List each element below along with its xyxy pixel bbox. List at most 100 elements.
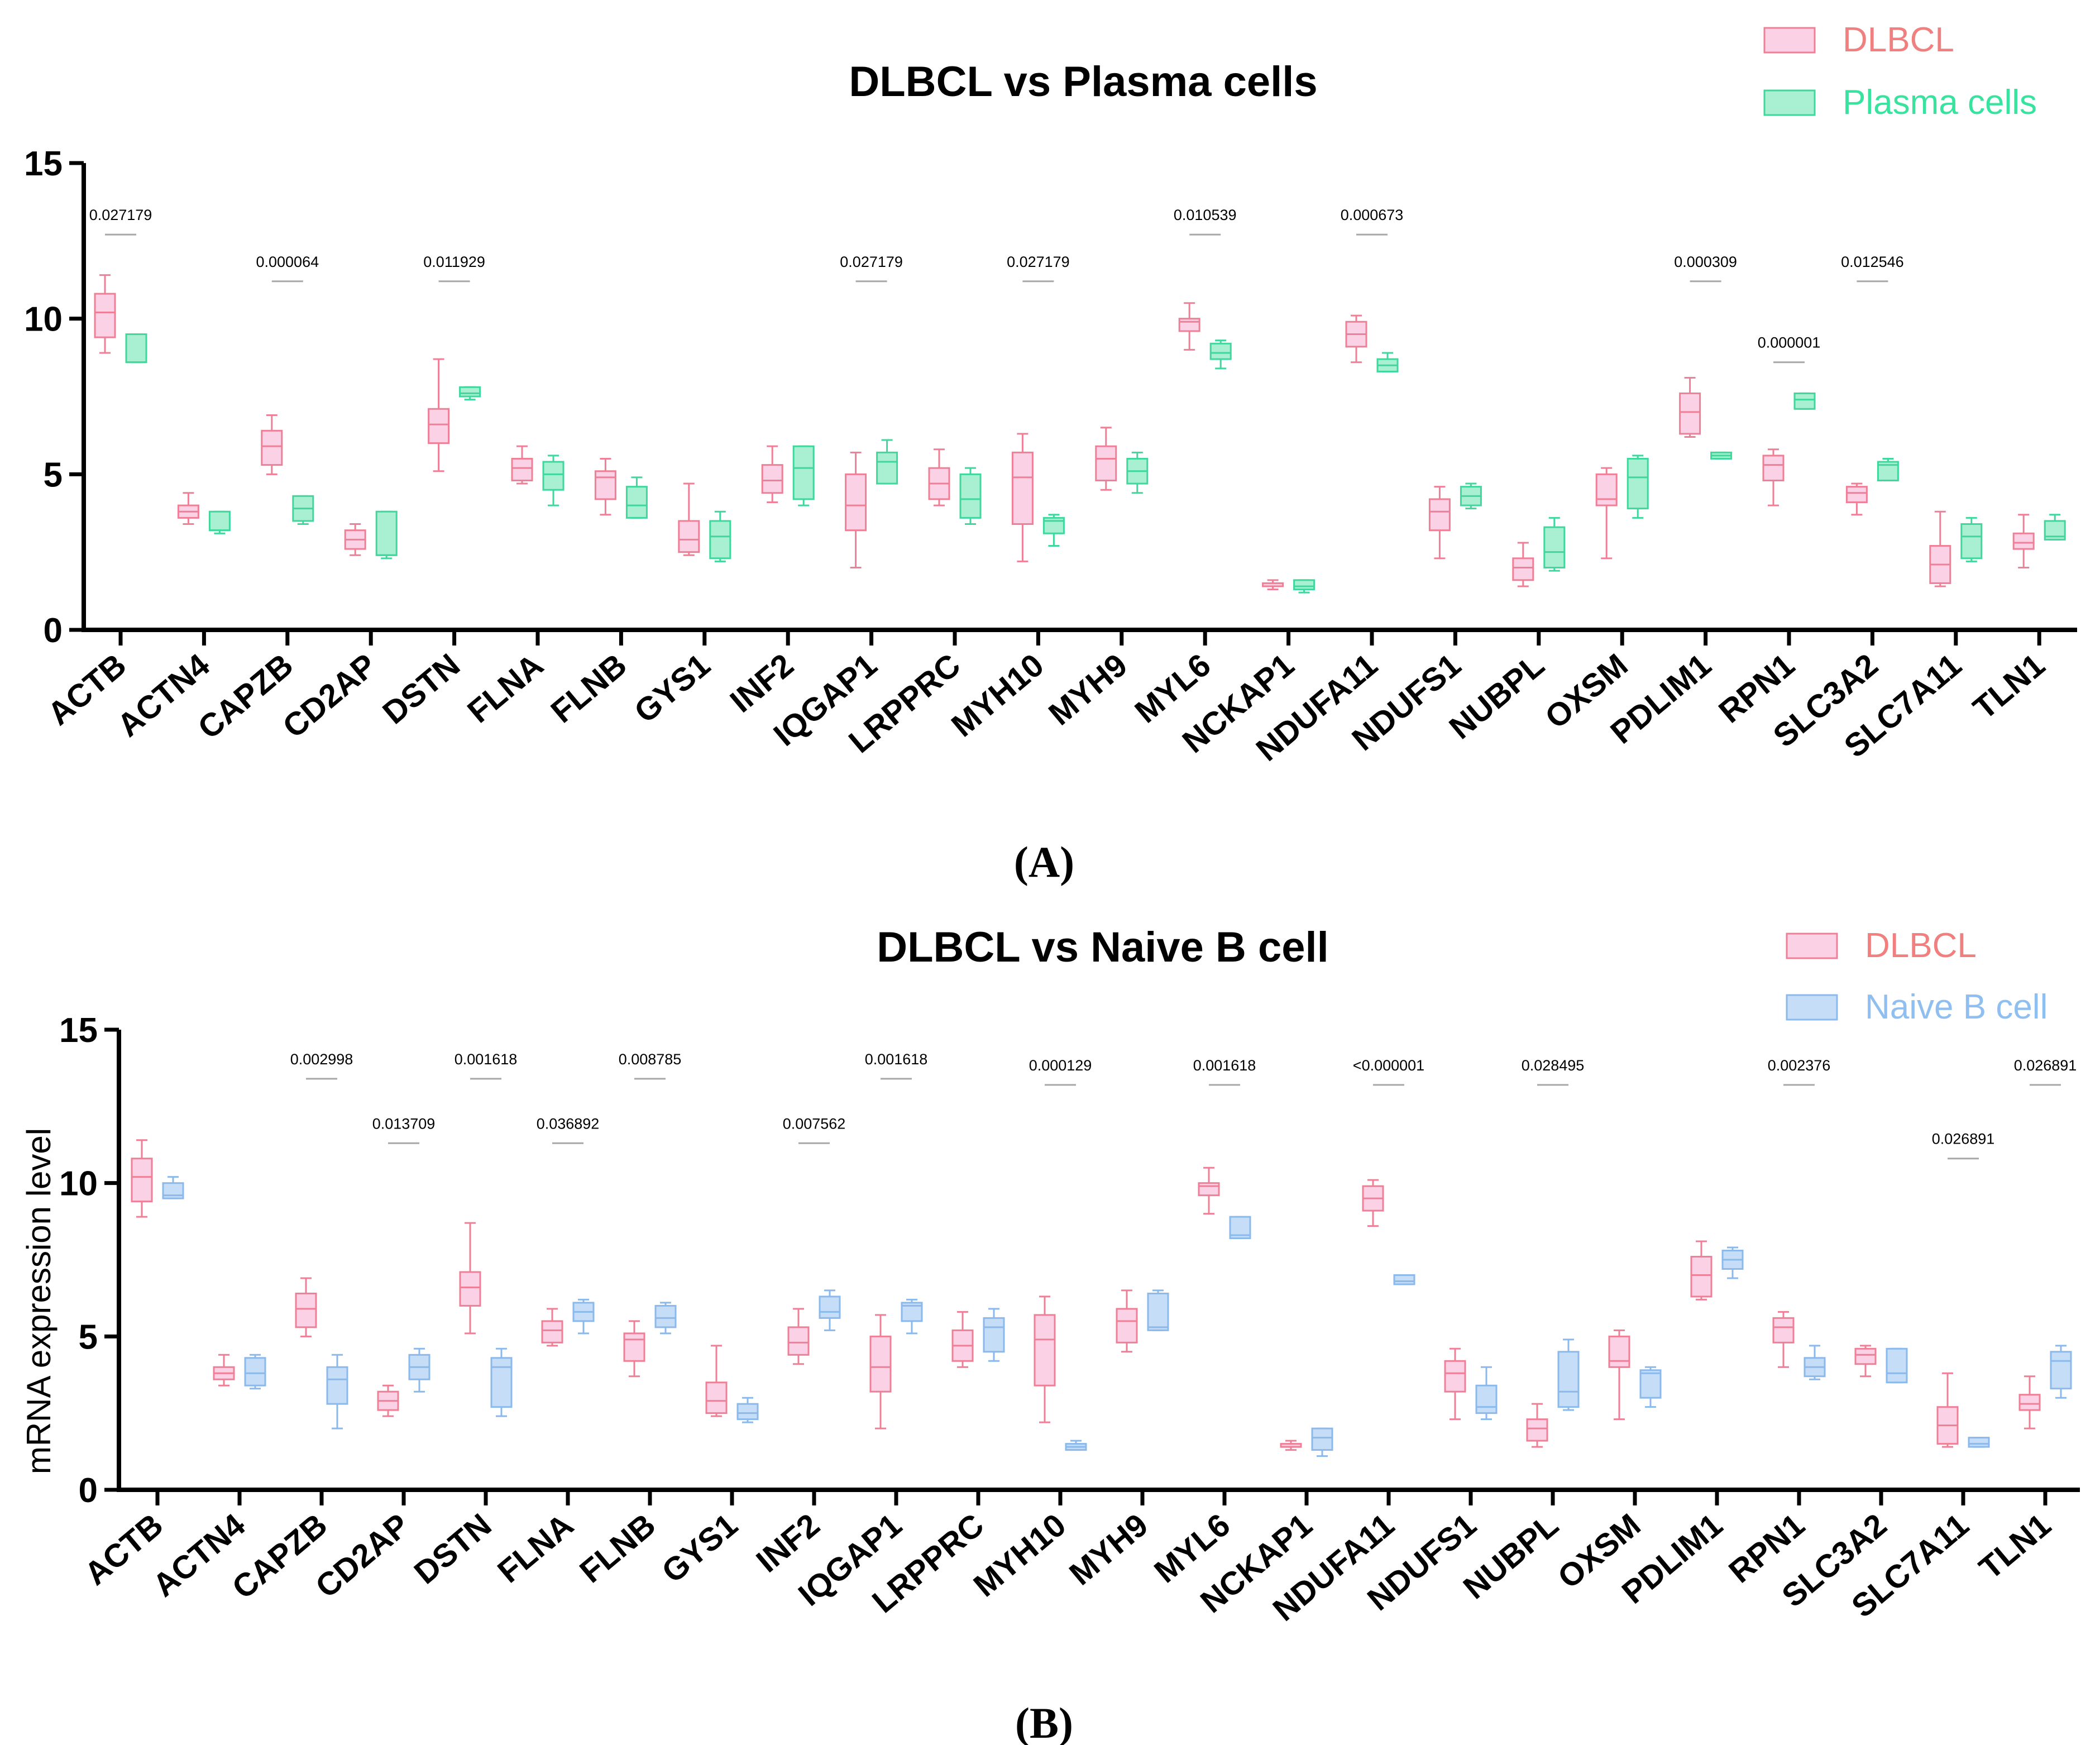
panel-a-box-control-capzb <box>292 495 314 525</box>
panel-a-box-dlbcl-inf2 <box>761 445 783 503</box>
panel-b-box-dlbcl-nubpl <box>1526 1403 1548 1448</box>
panel-a-box-control-pdlim1 <box>1710 451 1733 460</box>
panel-b-ylabel: mRNA expression level <box>20 1128 58 1474</box>
panel-a-pvalue-myl6: 0.010539 <box>1174 207 1237 223</box>
box-iqr <box>736 1403 759 1421</box>
panel-b-box-control-gys1 <box>736 1397 759 1423</box>
box-iqr <box>261 429 283 466</box>
panel-b-box-control-flna <box>572 1298 595 1335</box>
panel-a-box-dlbcl-tln1 <box>2012 514 2035 569</box>
panel-a-pvalue-ndufa11: 0.000673 <box>1341 207 1404 223</box>
panel-b-box-control-capzb <box>326 1354 348 1430</box>
box-iqr <box>845 473 867 532</box>
box-iqr <box>1512 557 1534 581</box>
panel-a-box-dlbcl-lrpprc <box>928 448 950 506</box>
panel-b-box-dlbcl-pdlim1 <box>1690 1240 1712 1301</box>
panel-b-pvalue-ndufa11: <0.000001 <box>1353 1057 1424 1074</box>
box-iqr <box>1095 445 1117 481</box>
box-iqr <box>1595 473 1618 506</box>
panel-a-box-control-flna <box>542 455 565 506</box>
panel-a-box-control-nubpl <box>1543 517 1566 572</box>
panel-b-y-tick-label: 0 <box>79 1471 98 1510</box>
panel-b-box-dlbcl-myl6 <box>1198 1166 1220 1215</box>
panel-a-box-control-oxsm <box>1627 455 1649 519</box>
panel-b-box-control-actb <box>162 1176 184 1199</box>
panel-b-y-tick-label: 5 <box>79 1318 98 1356</box>
panel-a-box-control-iqgap1 <box>876 439 898 485</box>
panel-b-box-control-dstn <box>490 1347 513 1417</box>
legend-swatch-icon <box>1786 933 1838 959</box>
panel-b-pvalue-flna: 0.036892 <box>537 1115 600 1132</box>
panel-a-legend-dlbcl: DLBCL <box>1843 21 1954 59</box>
panel-b-legend: DLBCL Naive B cell <box>1786 926 2048 1026</box>
panel-b-pvalue-myh10: 0.000129 <box>1029 1057 1092 1074</box>
box-iqr <box>2012 532 2035 550</box>
box-iqr <box>1854 1347 1877 1365</box>
box-iqr <box>819 1295 841 1319</box>
panel-a-box-dlbcl-actb <box>94 274 116 354</box>
panel-a-box-control-actn4 <box>208 510 231 534</box>
panel-b-box-dlbcl-dstn <box>459 1222 481 1335</box>
legend-swatch-icon <box>1786 994 1838 1021</box>
panel-b-pvalue-cd2ap: 0.013709 <box>372 1115 436 1132</box>
box-iqr <box>131 1158 153 1203</box>
panel-a-label: (A) <box>1014 838 1074 886</box>
panel-a-box-control-lrpprc <box>959 467 982 525</box>
panel-a-pvalue-slc3a2: 0.012546 <box>1841 254 1904 270</box>
box-iqr <box>2018 1394 2041 1411</box>
panel-a-y-tick-label: 5 <box>44 456 63 494</box>
panel-a-box-control-ndufa11 <box>1376 352 1399 372</box>
panel-a-box-dlbcl-slc7a11 <box>1929 510 1951 587</box>
panel-a-box-control-slc7a11 <box>1960 517 1983 562</box>
panel-a-box-dlbcl-rpn1 <box>1762 448 1785 506</box>
box-iqr <box>1526 1418 1548 1442</box>
panel-b-box-control-lrpprc <box>983 1308 1005 1362</box>
panel-b-pvalue-dstn: 0.001618 <box>455 1051 518 1068</box>
panel-b-box-dlbcl-myh10 <box>1034 1295 1056 1423</box>
legend-swatch-icon <box>1763 27 1816 54</box>
panel-b-box-control-slc3a2 <box>1886 1347 1908 1384</box>
box-iqr <box>787 1326 810 1356</box>
panel-b-pvalue-iqgap1: 0.001618 <box>865 1051 928 1068</box>
panel-a-box-dlbcl-ndufa11 <box>1345 314 1367 364</box>
panel-b-box-control-rpn1 <box>1804 1345 1826 1380</box>
box-iqr <box>1968 1437 1990 1448</box>
panel-b-box-dlbcl-iqgap1 <box>869 1314 892 1430</box>
panel-b-box-control-inf2 <box>819 1289 841 1331</box>
panel-b-box-control-oxsm <box>1639 1366 1662 1408</box>
box-iqr <box>541 1320 563 1344</box>
panel-b-title: DLBCL vs Naive B cell <box>877 924 1329 971</box>
panel-b-box-dlbcl-ndufs1 <box>1444 1347 1466 1421</box>
panel-b-box-dlbcl-gys1 <box>705 1345 728 1417</box>
box-iqr <box>1034 1314 1056 1387</box>
panel-b-box-dlbcl-nckap1 <box>1280 1440 1302 1451</box>
box-iqr <box>594 470 616 500</box>
panel-b-box-dlbcl-slc3a2 <box>1854 1345 1877 1378</box>
panel-b-label: (B) <box>1015 1699 1073 1745</box>
box-iqr <box>1116 1308 1138 1344</box>
panel-b-pvalue-rpn1: 0.002376 <box>1768 1057 1831 1074</box>
panel-b-box-control-nckap1 <box>1311 1427 1333 1457</box>
box-iqr <box>1209 342 1232 360</box>
box-iqr <box>623 1332 645 1362</box>
box-iqr <box>678 520 700 553</box>
panel-a-box-dlbcl-iqgap1 <box>845 451 867 569</box>
panel-a-box-control-gys1 <box>709 510 731 562</box>
panel-a-box-control-myl6 <box>1209 340 1232 370</box>
panel-a-pvalue-iqgap1: 0.027179 <box>840 254 903 270</box>
panel-a-pvalue-pdlim1: 0.000309 <box>1674 254 1737 270</box>
panel-b-box-control-myh9 <box>1147 1289 1169 1331</box>
panel-a-box-dlbcl-dstn <box>428 358 450 472</box>
panel-a-box-control-dstn <box>459 386 481 401</box>
box-iqr <box>983 1317 1005 1353</box>
panel-a-box-dlbcl-myh10 <box>1011 433 1034 562</box>
box-iqr <box>511 457 533 481</box>
panel-a-pvalue-rpn1: 0.000001 <box>1758 334 1821 351</box>
panel-b-box-dlbcl-slc7a11 <box>1936 1372 1959 1448</box>
panel-a-y-tick-label: 15 <box>24 145 63 183</box>
box-iqr <box>1690 1256 1712 1298</box>
box-iqr <box>654 1304 677 1328</box>
panel-b-box-dlbcl-flna <box>541 1308 563 1347</box>
panel-b-box-control-cd2ap <box>408 1347 430 1393</box>
